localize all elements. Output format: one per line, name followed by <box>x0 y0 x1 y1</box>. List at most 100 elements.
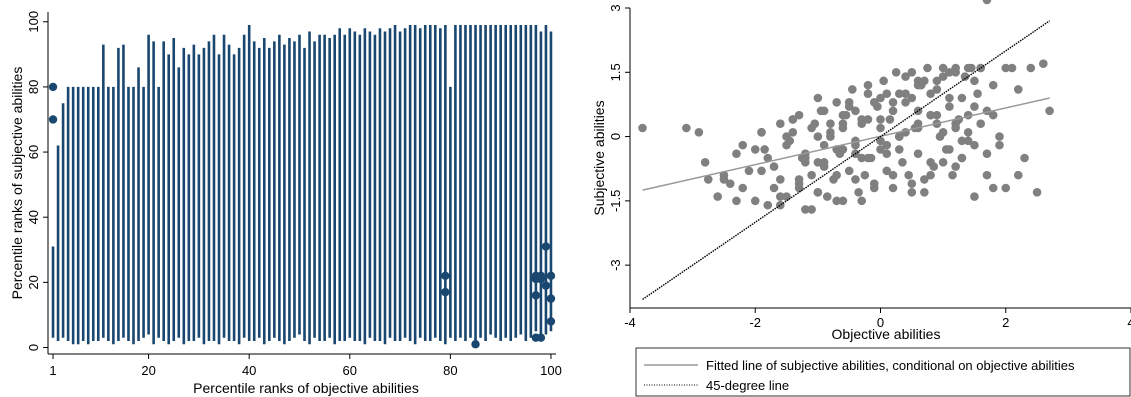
scatter-point <box>1001 183 1011 193</box>
scatter-point <box>863 153 873 163</box>
scatter-point <box>938 157 948 167</box>
scatter-point <box>882 140 892 150</box>
y-tick-label: 20 <box>26 275 41 289</box>
scatter-point <box>776 119 785 129</box>
scatter-point <box>907 93 917 103</box>
scatter-point <box>970 140 979 150</box>
scatter-point <box>876 145 885 154</box>
x-tick-label: -2 <box>749 315 761 330</box>
scatter-point <box>938 127 948 137</box>
scatter-point <box>851 106 860 116</box>
x-tick-label: -4 <box>624 315 636 330</box>
scatter-point <box>882 89 892 99</box>
scatter-point <box>973 89 982 99</box>
scatter-point <box>738 183 748 193</box>
scatter-point <box>970 192 979 201</box>
x-tick-label: 0 <box>877 315 884 330</box>
scatter-point <box>876 115 885 124</box>
scatter-point <box>923 63 932 73</box>
scatter-point <box>885 115 895 124</box>
y-tick-label: 0 <box>608 133 623 140</box>
scatter-point <box>838 123 848 133</box>
scatter-point <box>951 67 960 77</box>
right-y-ticks: -3 -1.5 0 1.5 3 <box>608 4 630 271</box>
left-x-ticks: 1 20 40 60 80 100 <box>49 354 562 378</box>
scatter-point <box>832 196 841 206</box>
scatter-point <box>882 149 892 159</box>
scatter-point <box>1026 63 1036 73</box>
scatter-point <box>995 140 1004 150</box>
scatter-point <box>760 145 769 154</box>
scatter-lines <box>642 20 1050 301</box>
scatter-point <box>879 76 888 86</box>
outlier-point <box>546 294 556 303</box>
scatter-point <box>982 0 992 5</box>
scatter-point <box>694 127 704 137</box>
scatter-point <box>926 89 935 99</box>
legend: Fitted line of subjective abilities, con… <box>635 347 1131 397</box>
scatter-point <box>776 175 785 184</box>
scatter-point <box>913 149 923 159</box>
scatter-point <box>894 89 904 99</box>
scatter-point <box>813 187 823 197</box>
scatter-point <box>988 183 998 193</box>
scatter-point <box>957 136 967 146</box>
scatter-point <box>945 67 954 77</box>
x-tick-label: 4 <box>1127 315 1131 330</box>
scatter-point <box>926 170 935 180</box>
scatter-point <box>1007 63 1017 73</box>
x-tick-label: 1 <box>49 363 56 378</box>
scatter-point <box>1020 153 1029 163</box>
left-y-axis-label: Percentile ranks of subjective abilities <box>9 67 25 300</box>
y-tick-label: -3 <box>608 259 623 271</box>
scatter-point <box>703 175 713 184</box>
scatter-point <box>854 187 863 197</box>
scatter-point <box>763 153 773 163</box>
outlier-point <box>48 115 58 124</box>
scatter-point <box>970 102 979 111</box>
scatter-point <box>932 85 942 94</box>
scatter-point <box>920 175 929 184</box>
scatter-point <box>819 162 829 171</box>
scatter-point <box>888 170 898 180</box>
scatter-point <box>807 170 816 180</box>
scatter-point <box>938 72 948 81</box>
scatter-point <box>863 115 873 124</box>
fitted-line <box>642 97 1050 191</box>
scatter-point <box>951 119 960 129</box>
scatter-point <box>948 170 957 180</box>
scatter-point <box>763 200 773 210</box>
right-y-axis-label: Subjective abilities <box>591 100 607 215</box>
outlier-point <box>48 82 58 92</box>
scatter-point <box>782 140 791 150</box>
scatter-point <box>757 166 766 176</box>
scatter-point <box>826 127 835 137</box>
outlier-point <box>541 242 551 251</box>
y-tick-label: 80 <box>26 80 41 94</box>
scatter-point <box>860 170 870 180</box>
scatter-point <box>907 187 917 197</box>
scatter-point <box>732 149 741 159</box>
scatter-point <box>838 145 848 154</box>
outlier-point <box>441 271 450 281</box>
scatter-point <box>963 127 973 137</box>
scatter-point <box>832 97 841 107</box>
outlier-point <box>541 281 551 290</box>
right-x-ticks: -4 -2 0 2 4 <box>624 308 1131 330</box>
scatter-point <box>926 157 935 167</box>
scatter-point <box>913 76 923 86</box>
right-x-axis-label: Objective abilities <box>832 326 941 342</box>
scatter-point <box>901 89 910 99</box>
scatter-point <box>750 145 760 154</box>
scatter-point <box>750 196 760 206</box>
scatter-point <box>844 97 854 107</box>
scatter-point <box>757 127 766 137</box>
scatter-point <box>813 132 823 141</box>
scatter-point <box>732 196 741 206</box>
scatter-point <box>801 153 810 163</box>
scatter-point <box>945 102 954 111</box>
scatter-point <box>920 187 929 197</box>
scatter-point <box>963 63 973 73</box>
scatter-point <box>898 157 907 167</box>
